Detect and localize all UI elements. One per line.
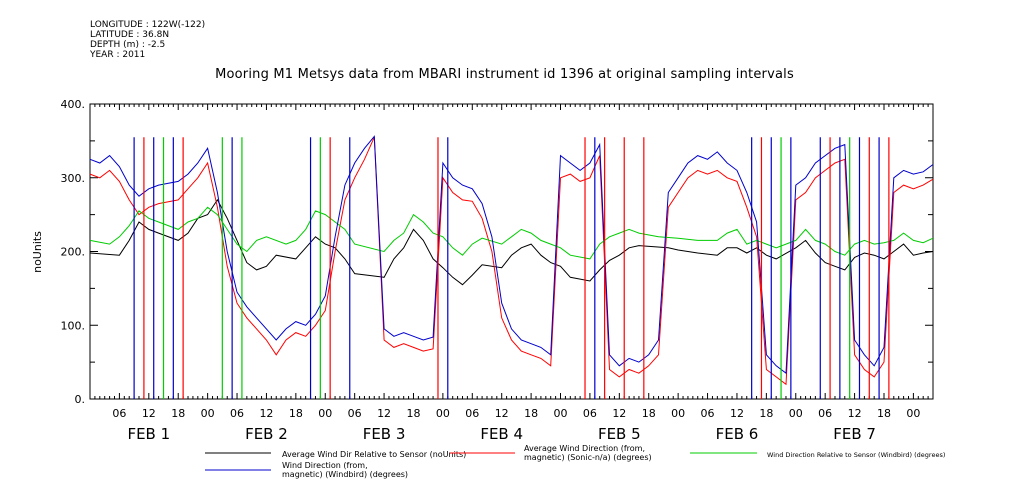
x-tick-label: 12 <box>377 407 391 420</box>
x-tick-label: 12 <box>848 407 862 420</box>
legend-label: Average Wind Dir Relative to Sensor (noU… <box>282 450 466 459</box>
series-line-3 <box>89 206 934 260</box>
x-tick-label: 00 <box>201 407 215 420</box>
x-tick-label: 00 <box>318 407 332 420</box>
x-tick-label: 18 <box>171 407 185 420</box>
x-day-label: FEB 3 <box>363 425 406 443</box>
x-day-label: FEB 4 <box>480 425 523 443</box>
y-axis-label: noUnits <box>31 231 44 273</box>
y-tick-label: 0. <box>75 393 86 406</box>
legend-label: Wind Direction (from, <box>282 461 368 470</box>
data-series <box>89 135 934 399</box>
depth-text: DEPTH (m) : -2.5 <box>90 40 166 50</box>
x-tick-label: 06 <box>701 407 715 420</box>
year-text: YEAR : 2011 <box>90 50 146 60</box>
chart-title: Mooring M1 Metsys data from MBARI instru… <box>215 67 794 82</box>
x-tick-label: 00 <box>671 407 685 420</box>
x-tick-label: 18 <box>642 407 656 420</box>
series-line-2 <box>89 136 934 386</box>
plot-frame <box>89 103 934 400</box>
x-tick-label: 06 <box>230 407 244 420</box>
x-tick-label: 18 <box>759 407 773 420</box>
x-tick-label: 18 <box>289 407 303 420</box>
longitude-text: LONGITUDE : 122W(-122) <box>90 20 206 30</box>
legend-label-line2: magnetic) (Sonic-n/a) (degrees) <box>524 453 652 462</box>
x-tick-label: 00 <box>789 407 803 420</box>
metadata-block: LONGITUDE : 122W(-122) LATITUDE : 36.8N … <box>90 20 205 60</box>
x-tick-label: 18 <box>406 407 420 420</box>
legend: Average Wind Dir Relative to Sensor (noU… <box>205 444 945 479</box>
x-tick-label: 12 <box>495 407 509 420</box>
x-tick-label: 06 <box>465 407 479 420</box>
x-day-label: FEB 2 <box>245 425 288 443</box>
x-day-label: FEB 6 <box>716 425 759 443</box>
x-tick-label: 06 <box>818 407 832 420</box>
x-tick-label: 00 <box>554 407 568 420</box>
legend-label: Wind Direction Relative to Sensor (Windb… <box>767 451 945 459</box>
x-tick-label: 12 <box>612 407 626 420</box>
x-tick-label: 18 <box>524 407 538 420</box>
x-tick-label: 06 <box>112 407 126 420</box>
x-tick-label: 06 <box>348 407 362 420</box>
y-tick-label: 100. <box>61 319 86 332</box>
x-tick-label: 00 <box>906 407 920 420</box>
x-tick-label: 00 <box>436 407 450 420</box>
x-tick-label: 12 <box>730 407 744 420</box>
latitude-text: LATITUDE : 36.8N <box>90 30 170 40</box>
x-day-label: FEB 5 <box>598 425 641 443</box>
legend-label: Average Wind Direction (from, <box>524 444 645 453</box>
series-line-4 <box>89 135 934 375</box>
axes: 0. 100. 200. 300. 400. 06 12 18 00 06 12 18 00 06 12 18… <box>61 98 934 443</box>
x-tick-label: 12 <box>142 407 156 420</box>
x-tick-label: 18 <box>877 407 891 420</box>
x-day-label: FEB 1 <box>127 425 170 443</box>
y-tick-label: 400. <box>61 98 86 111</box>
series-line-1 <box>89 198 934 286</box>
x-tick-label: 12 <box>259 407 273 420</box>
y-tick-label: 300. <box>61 172 86 185</box>
legend-label-line2: magnetic) (Windbird) (degrees) <box>282 470 408 479</box>
y-tick-label: 200. <box>61 246 86 259</box>
x-tick-label: 06 <box>583 407 597 420</box>
x-day-label: FEB 7 <box>833 425 876 443</box>
